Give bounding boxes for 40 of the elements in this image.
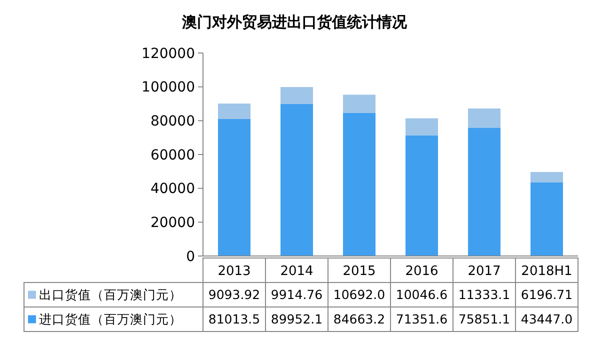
y-tick-label: 120000 bbox=[142, 46, 195, 62]
bar bbox=[280, 87, 313, 104]
bar bbox=[406, 135, 438, 256]
x-tick-label: 2014 bbox=[280, 264, 314, 279]
x-tick-label: 2015 bbox=[342, 264, 376, 279]
chart-title: 澳门对外贸易进出口货值统计情况 bbox=[181, 13, 408, 31]
data-label: 89952.1 bbox=[270, 312, 323, 327]
data-label: 9093.92 bbox=[208, 287, 260, 302]
data-label: 75851.1 bbox=[458, 312, 510, 327]
y-tick-label: 80000 bbox=[150, 114, 195, 130]
y-tick-label: 40000 bbox=[150, 181, 195, 198]
data-label: 11333.1 bbox=[458, 287, 510, 302]
bar bbox=[343, 112, 376, 256]
x-tick-label: 2017 bbox=[468, 264, 501, 279]
legend-label: 出口货值（百万澳门元） bbox=[39, 287, 182, 302]
x-tick-label: 2016 bbox=[405, 264, 438, 279]
bar bbox=[280, 104, 313, 256]
bar bbox=[468, 128, 500, 256]
bar bbox=[530, 182, 563, 256]
data-label: 84663.2 bbox=[333, 312, 386, 327]
bar bbox=[530, 172, 563, 182]
data-label: 43447.0 bbox=[520, 312, 573, 327]
y-tick-label: 20000 bbox=[150, 215, 195, 232]
data-label: 6196.71 bbox=[520, 287, 573, 302]
data-label: 81013.5 bbox=[208, 312, 260, 327]
bar bbox=[218, 104, 250, 119]
data-label: 10692.0 bbox=[333, 287, 386, 302]
legend-label: 进口货值（百万澳门元） bbox=[39, 312, 182, 327]
y-tick-label: 0 bbox=[186, 248, 195, 265]
y-tick-label: 100000 bbox=[142, 80, 195, 96]
data-label: 9914.76 bbox=[270, 287, 323, 302]
y-tick-label: 60000 bbox=[150, 147, 195, 164]
bar bbox=[343, 94, 376, 113]
bar bbox=[218, 118, 250, 256]
data-label: 10046.6 bbox=[396, 287, 448, 302]
bar bbox=[468, 108, 500, 128]
x-tick-label: 2018H1 bbox=[521, 264, 572, 279]
x-tick-label: 2013 bbox=[218, 264, 251, 279]
data-label: 71351.6 bbox=[396, 312, 448, 327]
bar bbox=[406, 118, 438, 136]
